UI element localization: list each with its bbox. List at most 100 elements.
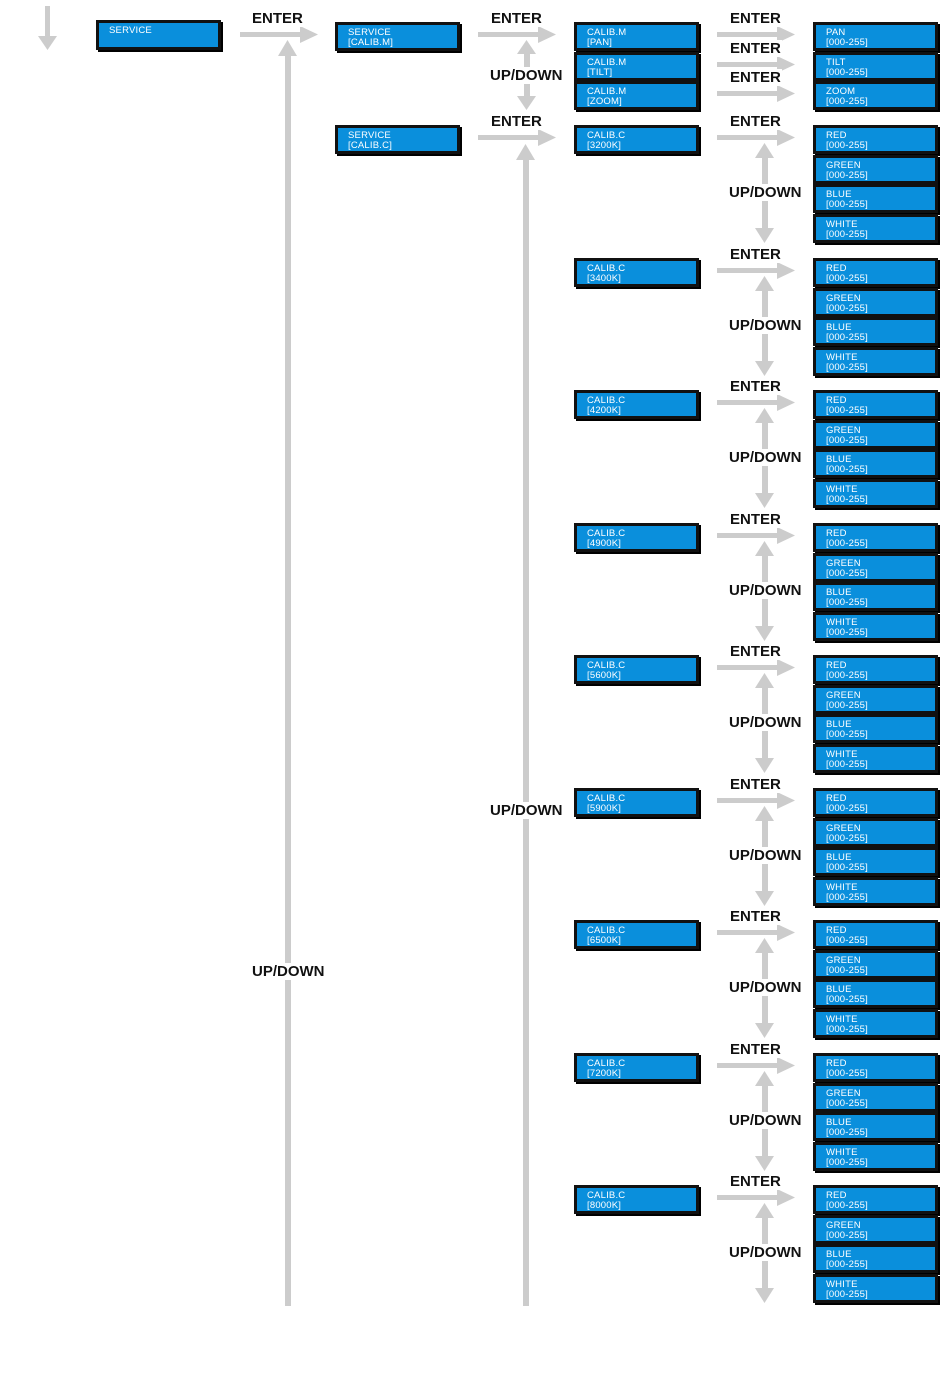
updown-arrow-calib-c	[516, 144, 535, 1306]
enter-arrow-channels	[717, 394, 795, 411]
entry-arrow	[38, 6, 57, 50]
calib-c-box: CALIB.C [4200K]	[574, 390, 699, 419]
green-channel-box: GREEN [000-255]	[813, 553, 938, 582]
enter-arrow-tilt	[717, 56, 795, 73]
green-channel-box: GREEN [000-255]	[813, 155, 938, 184]
enter-arrow-channels	[717, 792, 795, 809]
tilt-value-box: TILT [000-255]	[813, 52, 938, 81]
updown-label-service: UP/DOWN	[251, 963, 326, 980]
zoom-value-box: ZOOM [000-255]	[813, 81, 938, 110]
updown-label-channels: UP/DOWN	[728, 449, 803, 466]
calib-m-pan-box: CALIB.M [PAN]	[574, 22, 699, 51]
red-channel-box: RED [000-255]	[813, 523, 938, 552]
white-channel-box: WHITE [000-255]	[813, 877, 938, 906]
enter-arrow-pan	[717, 26, 795, 43]
calib-c-box: CALIB.C [6500K]	[574, 920, 699, 949]
pan-value-box: PAN [000-255]	[813, 22, 938, 51]
blue-channel-box: BLUE [000-255]	[813, 714, 938, 743]
white-channel-box: WHITE [000-255]	[813, 479, 938, 508]
enter-arrow-channels	[717, 1189, 795, 1206]
enter-label-channels: ENTER	[729, 1041, 782, 1058]
updown-label-channels: UP/DOWN	[728, 1112, 803, 1129]
enter-arrow-channels	[717, 527, 795, 544]
red-channel-box: RED [000-255]	[813, 788, 938, 817]
enter-arrow-channels	[717, 262, 795, 279]
red-channel-box: RED [000-255]	[813, 1185, 938, 1214]
blue-channel-box: BLUE [000-255]	[813, 184, 938, 213]
enter-label-pan: ENTER	[729, 10, 782, 27]
blue-channel-box: BLUE [000-255]	[813, 1112, 938, 1141]
calib-m-tilt-box: CALIB.M [TILT]	[574, 52, 699, 81]
enter-arrow-zoom	[717, 85, 795, 102]
red-channel-box: RED [000-255]	[813, 655, 938, 684]
enter-label-channels: ENTER	[729, 378, 782, 395]
enter-label-channels: ENTER	[729, 1173, 782, 1190]
red-channel-box: RED [000-255]	[813, 390, 938, 419]
service-calib-c-box: SERVICE [CALIB.C]	[335, 125, 460, 154]
service-calib-m-box: SERVICE [CALIB.M]	[335, 22, 460, 51]
calib-c-box: CALIB.C [5900K]	[574, 788, 699, 817]
calib-c-box: CALIB.C [5600K]	[574, 655, 699, 684]
blue-channel-box: BLUE [000-255]	[813, 449, 938, 478]
updown-label-channels: UP/DOWN	[728, 979, 803, 996]
enter-label-channels: ENTER	[729, 908, 782, 925]
enter-arrow-service	[240, 26, 318, 43]
enter-label-zoom: ENTER	[729, 69, 782, 86]
updown-arrow-service	[278, 40, 297, 1306]
updown-label-channels: UP/DOWN	[728, 1244, 803, 1261]
enter-arrow-calib-m	[478, 26, 556, 43]
enter-label-channels: ENTER	[729, 113, 782, 130]
enter-label-calib-c: ENTER	[490, 113, 543, 130]
enter-arrow-channels	[717, 1057, 795, 1074]
updown-label-channels: UP/DOWN	[728, 847, 803, 864]
red-channel-box: RED [000-255]	[813, 125, 938, 154]
calib-c-box: CALIB.C [3200K]	[574, 125, 699, 154]
red-channel-box: RED [000-255]	[813, 258, 938, 287]
updown-label-calib-c: UP/DOWN	[489, 802, 564, 819]
enter-label-calib-m: ENTER	[490, 10, 543, 27]
updown-label-channels: UP/DOWN	[728, 184, 803, 201]
enter-arrow-channels	[717, 659, 795, 676]
white-channel-box: WHITE [000-255]	[813, 744, 938, 773]
updown-label-channels: UP/DOWN	[728, 714, 803, 731]
enter-label-channels: ENTER	[729, 643, 782, 660]
service-box: SERVICE	[96, 20, 221, 50]
enter-arrow-calib-c	[478, 129, 556, 146]
enter-label-channels: ENTER	[729, 511, 782, 528]
red-channel-box: RED [000-255]	[813, 920, 938, 949]
green-channel-box: GREEN [000-255]	[813, 685, 938, 714]
white-channel-box: WHITE [000-255]	[813, 347, 938, 376]
updown-label-calib-m: UP/DOWN	[489, 67, 564, 84]
enter-label-tilt: ENTER	[729, 40, 782, 57]
enter-arrow-channels	[717, 924, 795, 941]
white-channel-box: WHITE [000-255]	[813, 1142, 938, 1171]
enter-arrow-channels	[717, 129, 795, 146]
calib-c-box: CALIB.C [8000K]	[574, 1185, 699, 1214]
green-channel-box: GREEN [000-255]	[813, 1215, 938, 1244]
updown-label-channels: UP/DOWN	[728, 582, 803, 599]
calib-c-box: CALIB.C [3400K]	[574, 258, 699, 287]
green-channel-box: GREEN [000-255]	[813, 950, 938, 979]
blue-channel-box: BLUE [000-255]	[813, 1244, 938, 1273]
blue-channel-box: BLUE [000-255]	[813, 847, 938, 876]
updown-label-channels: UP/DOWN	[728, 317, 803, 334]
enter-label-service: ENTER	[251, 10, 304, 27]
white-channel-box: WHITE [000-255]	[813, 1009, 938, 1038]
green-channel-box: GREEN [000-255]	[813, 818, 938, 847]
calib-c-box: CALIB.C [4900K]	[574, 523, 699, 552]
calib-m-zoom-box: CALIB.M [ZOOM]	[574, 81, 699, 110]
blue-channel-box: BLUE [000-255]	[813, 317, 938, 346]
green-channel-box: GREEN [000-255]	[813, 420, 938, 449]
calib-c-box: CALIB.C [7200K]	[574, 1053, 699, 1082]
red-channel-box: RED [000-255]	[813, 1053, 938, 1082]
enter-label-channels: ENTER	[729, 776, 782, 793]
enter-label-channels: ENTER	[729, 246, 782, 263]
blue-channel-box: BLUE [000-255]	[813, 582, 938, 611]
white-channel-box: WHITE [000-255]	[813, 612, 938, 641]
white-channel-box: WHITE [000-255]	[813, 214, 938, 243]
blue-channel-box: BLUE [000-255]	[813, 979, 938, 1008]
green-channel-box: GREEN [000-255]	[813, 1083, 938, 1112]
green-channel-box: GREEN [000-255]	[813, 288, 938, 317]
white-channel-box: WHITE [000-255]	[813, 1274, 938, 1303]
